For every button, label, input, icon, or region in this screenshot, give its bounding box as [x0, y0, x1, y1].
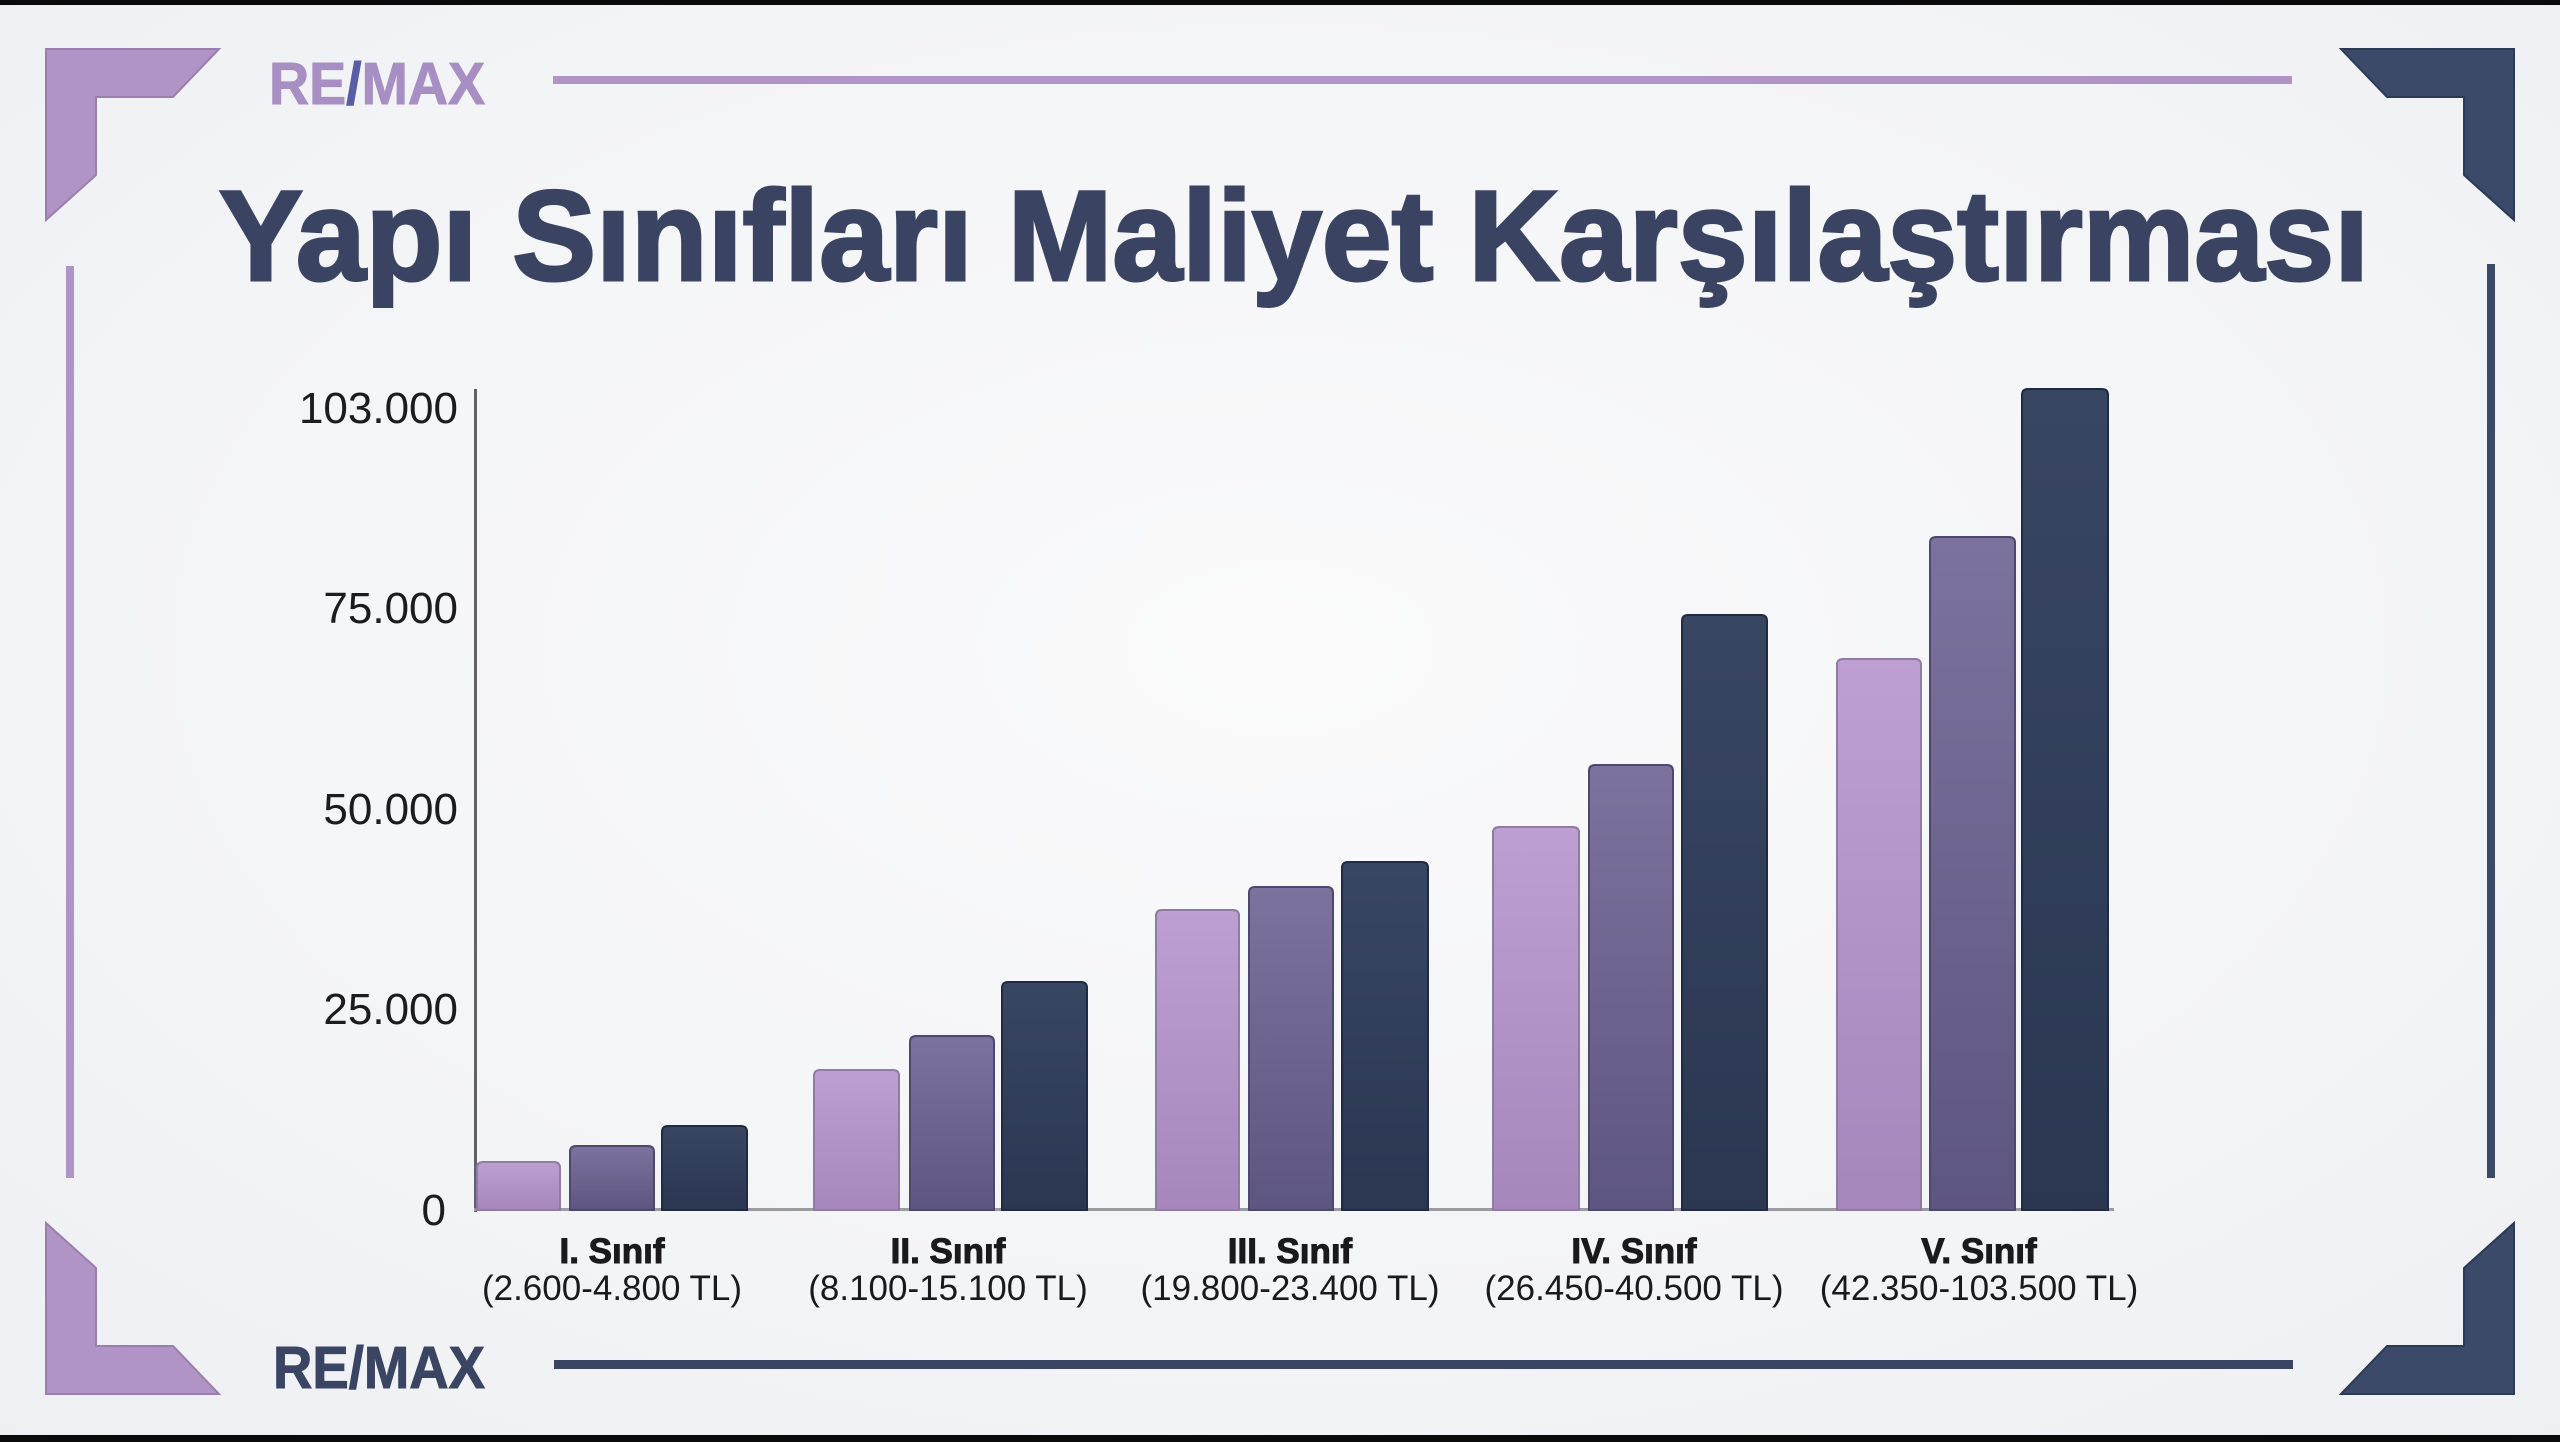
svg-text:RE/MAX: RE/MAX — [273, 1335, 485, 1401]
svg-text:V. Sınıf: V. Sınıf — [1921, 1232, 2037, 1271]
svg-text:75.000: 75.000 — [323, 584, 458, 633]
svg-text:(26.450-40.500 TL): (26.450-40.500 TL) — [1484, 1269, 1783, 1308]
svg-text:Yapı Sınıfları Maliyet Karşıla: Yapı Sınıfları Maliyet Karşılaştırması — [219, 165, 2369, 308]
svg-text:III. Sınıf: III. Sınıf — [1228, 1232, 1353, 1271]
svg-text:50.000: 50.000 — [323, 785, 458, 834]
svg-text:IV. Sınıf: IV. Sınıf — [1571, 1232, 1696, 1271]
svg-text:RE/MAX: RE/MAX — [269, 51, 485, 117]
svg-text:(42.350-103.500 TL): (42.350-103.500 TL) — [1820, 1269, 2138, 1308]
svg-text:(2.600-4.800 TL): (2.600-4.800 TL) — [482, 1269, 742, 1308]
svg-text:0: 0 — [422, 1186, 446, 1235]
svg-text:103.000: 103.000 — [299, 384, 458, 433]
svg-text:(8.100-15.100 TL): (8.100-15.100 TL) — [808, 1269, 1088, 1308]
svg-text:I. Sınıf: I. Sınıf — [560, 1232, 665, 1271]
svg-text:(19.800-23.400 TL): (19.800-23.400 TL) — [1140, 1269, 1439, 1308]
svg-text:25.000: 25.000 — [323, 985, 458, 1034]
svg-text:II. Sınıf: II. Sınıf — [891, 1232, 1006, 1271]
